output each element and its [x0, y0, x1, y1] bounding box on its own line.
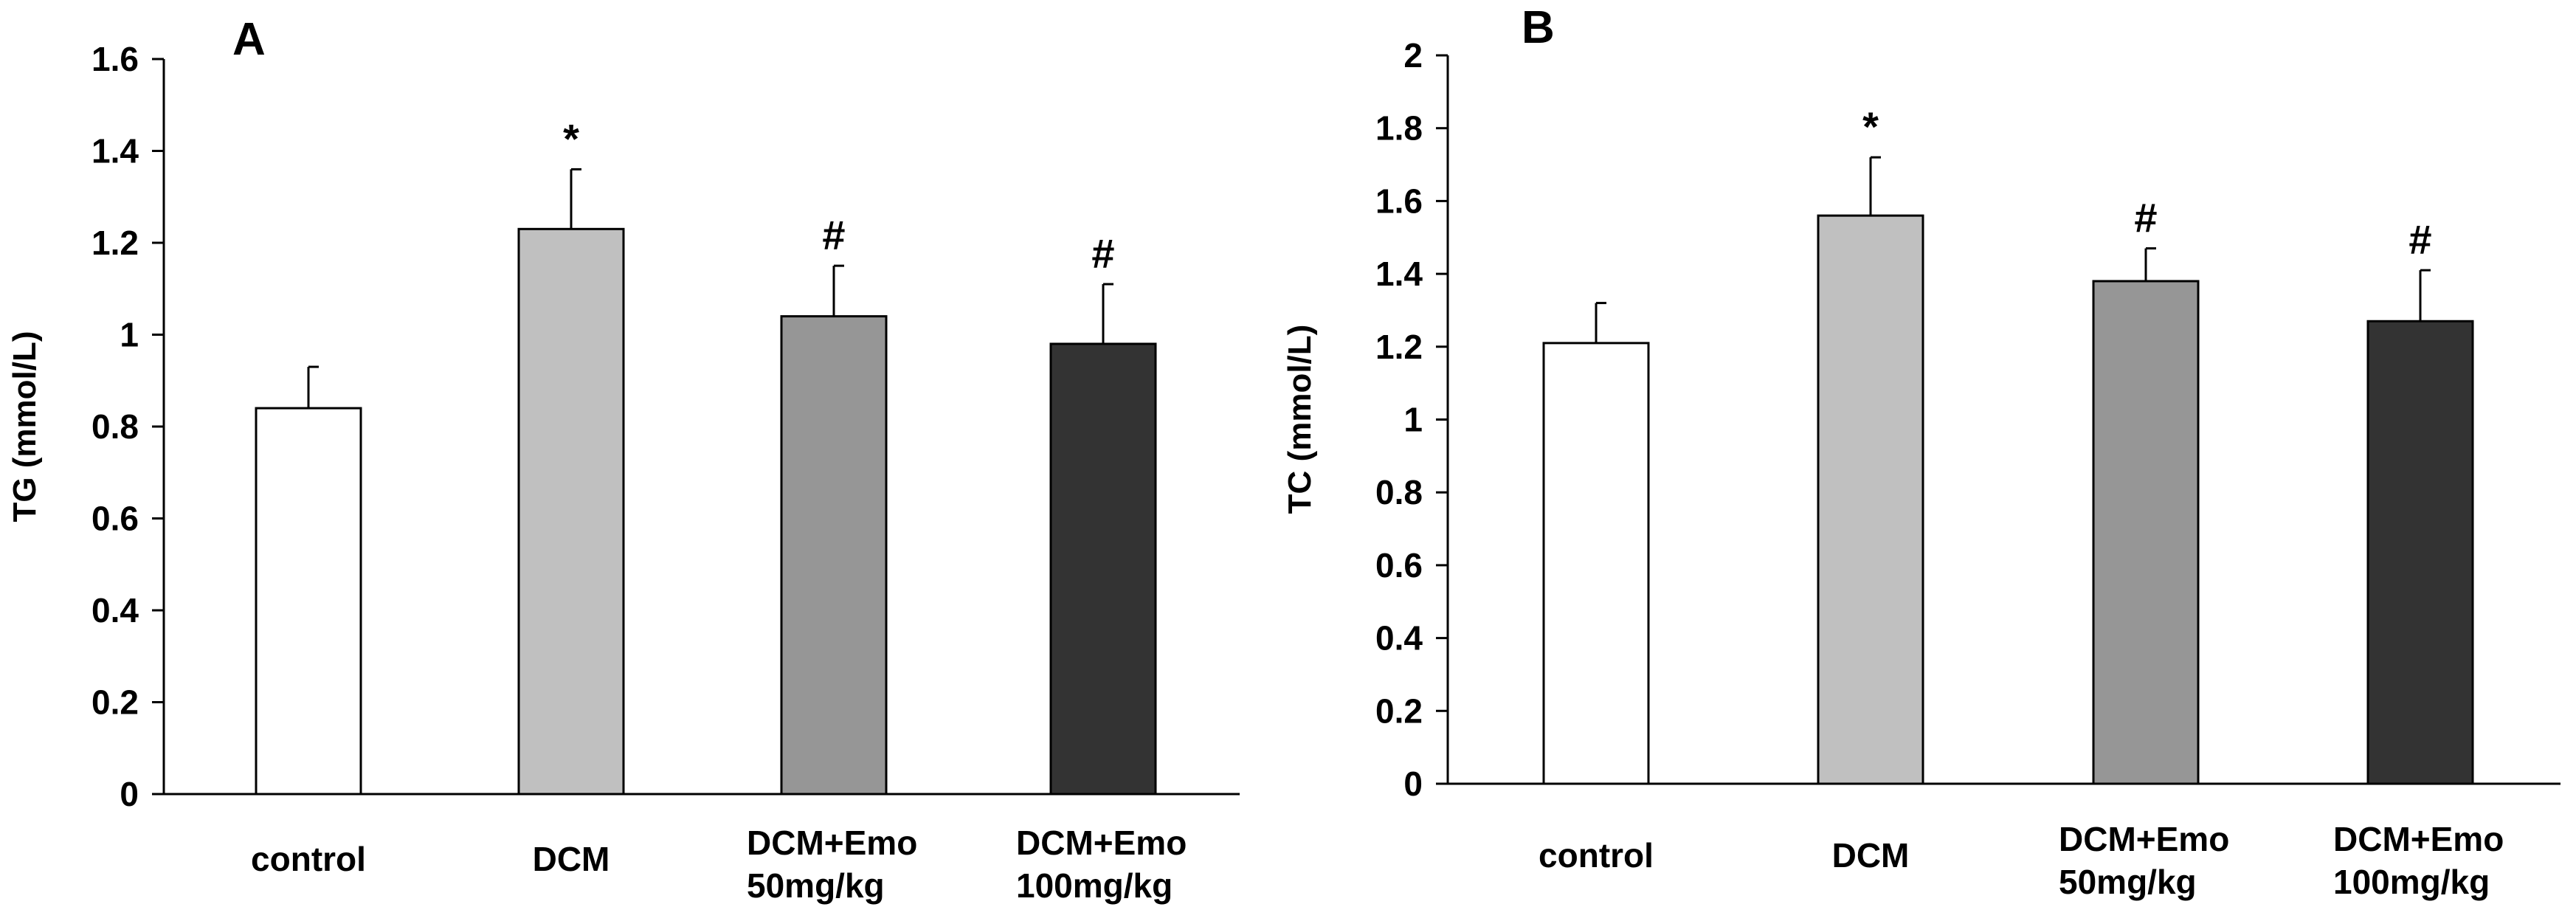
bar-a-0 [255, 407, 362, 796]
category-label-b-0: control [1539, 836, 1654, 875]
y-tick-label-a-4: 0.8 [91, 407, 139, 446]
y-tick-label-a-2: 0.4 [91, 591, 139, 629]
category-label-line-b-2-0: DCM+Emo [2059, 820, 2229, 858]
y-tick-label-a-0: 0 [120, 775, 139, 813]
panel-label-a: A [232, 14, 266, 65]
category-label-a-0: control [251, 840, 366, 878]
category-label-line-a-2-1: 50mg/kg [747, 866, 885, 905]
y-tick-label-b-8: 1.6 [1375, 182, 1423, 220]
category-label-b-2: DCM+Emo 50mg/kg [2059, 820, 2229, 901]
bar-a-1 [517, 227, 625, 796]
y-tick-label-b-2: 0.4 [1375, 619, 1423, 658]
significance-marker-a-2: # [822, 212, 845, 258]
bar-b-2 [2092, 280, 2200, 785]
y-tick-label-a-1: 0.2 [91, 683, 139, 722]
significance-marker-a-3: # [1091, 230, 1114, 277]
significance-marker-a-1: * [563, 115, 579, 162]
bar-a-3 [1049, 342, 1157, 796]
category-label-a-3: DCM+Emo 100mg/kg [1016, 824, 1187, 905]
y-tick-label-a-7: 1.4 [91, 132, 139, 170]
y-tick-label-b-6: 1.2 [1375, 328, 1423, 366]
y-axis-title-b: TC (mmol/L) [1282, 325, 1318, 514]
significance-marker-b-3: # [2408, 216, 2431, 263]
significance-marker-b-1: * [1862, 103, 1879, 150]
category-label-line-a-2-0: DCM+Emo [747, 824, 917, 862]
bar-a-2 [780, 315, 888, 796]
y-tick-label-b-1: 0.2 [1375, 691, 1423, 730]
category-label-a-1: DCM [533, 840, 610, 878]
bar-b-0 [1542, 342, 1650, 785]
significance-marker-b-2: # [2134, 195, 2157, 241]
panel-label-b: B [1522, 2, 1555, 53]
y-tick-label-a-8: 1.6 [91, 40, 139, 78]
chart-panel-b: 0 0.2 0.4 0.6 0.8 1 1.2 1.4 1.6 1.8 2 control * DCM # D… [1282, 2, 2561, 901]
y-tick-label-b-4: 0.8 [1375, 473, 1423, 511]
y-tick-label-b-0: 0 [1403, 765, 1423, 803]
category-label-line-b-3-0: DCM+Emo [2333, 820, 2504, 858]
bar-b-1 [1817, 214, 1924, 785]
bar-b-3 [2366, 320, 2474, 785]
y-tick-label-a-6: 1.2 [91, 224, 139, 262]
category-label-b-3: DCM+Emo 100mg/kg [2333, 820, 2504, 901]
category-label-line-a-3-0: DCM+Emo [1016, 824, 1187, 862]
y-tick-label-a-3: 0.6 [91, 500, 139, 538]
y-tick-label-b-9: 1.8 [1375, 109, 1423, 148]
y-axis-title-a: TG (mmol/L) [7, 331, 43, 522]
y-tick-label-b-7: 1.4 [1375, 255, 1423, 293]
y-tick-label-b-5: 1 [1403, 401, 1423, 439]
y-tick-label-a-5: 1 [120, 316, 139, 354]
chart-panel-a: 0 0.2 0.4 0.6 0.8 1 1.2 1.4 1.6 control * DCM # DCM+E… [7, 14, 1240, 905]
category-label-line-b-3-1: 100mg/kg [2333, 863, 2490, 901]
category-label-line-a-3-1: 100mg/kg [1016, 866, 1173, 905]
category-label-a-2: DCM+Emo 50mg/kg [747, 824, 917, 905]
y-tick-label-b-3: 0.6 [1375, 546, 1423, 584]
category-label-b-1: DCM [1832, 836, 1910, 875]
y-tick-label-b-10: 2 [1403, 36, 1423, 75]
category-label-line-b-2-1: 50mg/kg [2059, 863, 2197, 901]
